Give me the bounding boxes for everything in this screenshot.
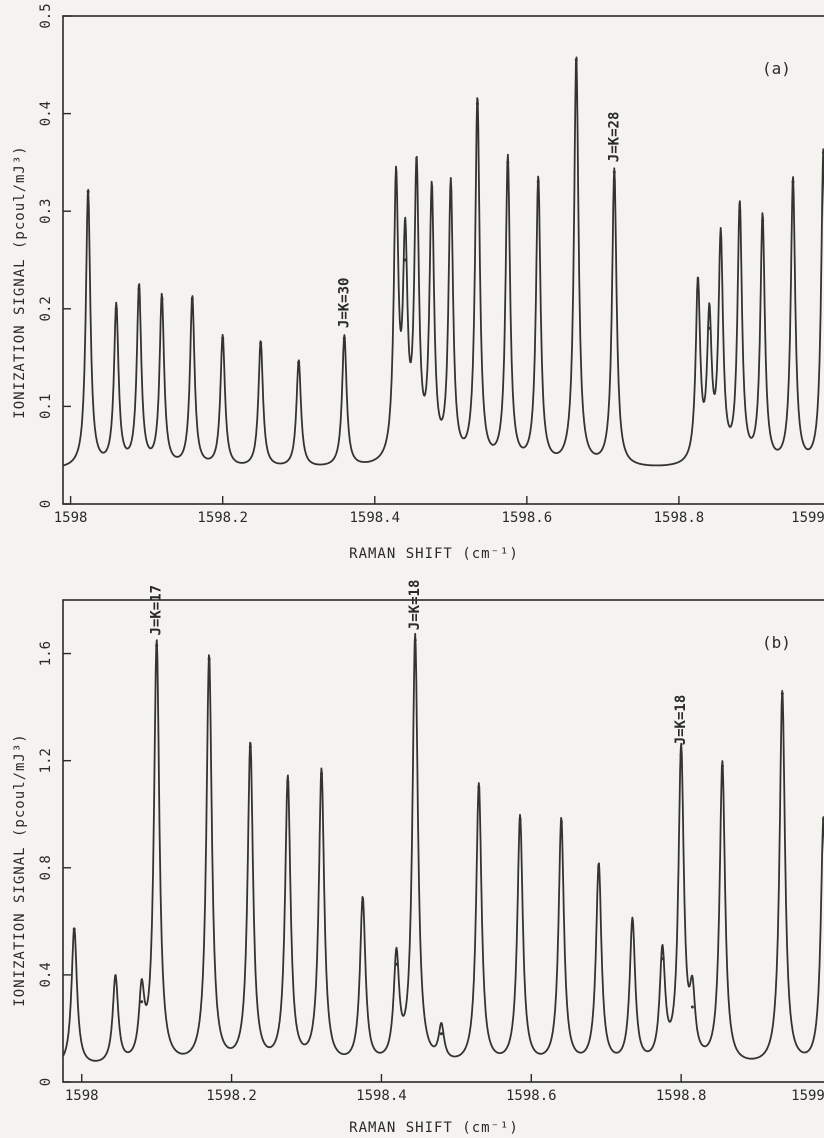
x-tick-label-a-5: 1599 <box>791 510 824 526</box>
peak-annotation-b-1: J=K=18 <box>407 580 423 631</box>
peak-point-b-7 <box>320 772 323 776</box>
peak-annotation-b-0: J=K=17 <box>149 585 165 636</box>
x-tick-label-a-2: 1598.4 <box>349 510 400 526</box>
peak-point-b-3 <box>155 644 159 647</box>
peak-point-b-13 <box>518 818 522 822</box>
peak-annotation-a-0: J=K=30 <box>336 278 352 329</box>
panel-label-b: (b) <box>762 633 791 652</box>
x-tick-label-b-2: 1598.4 <box>356 1088 407 1104</box>
peak-point-b-2 <box>140 1000 144 1004</box>
peak-point-b-10 <box>413 638 417 642</box>
axis-ticks-b <box>63 652 682 1083</box>
peak-point-a-15 <box>506 160 510 164</box>
peak-point-b-6 <box>286 780 290 784</box>
peak-point-b-8 <box>361 901 365 905</box>
peak-point-a-6 <box>259 341 263 345</box>
peak-point-a-24 <box>791 180 795 184</box>
y-tick-labels-b: 0 0.4 0.8 1.2 1.6 <box>38 641 54 1086</box>
annotations-b: J=K=17 J=K=18 J=K=18 <box>149 580 689 746</box>
peak-point-a-7 <box>297 361 301 364</box>
panel-a: 1598 1598.2 1598.4 1598.6 1598.8 1599 0 0.1 0.2… <box>12 3 824 562</box>
x-tick-label-b-3: 1598.6 <box>506 1088 557 1104</box>
x-tick-label-b-0: 1598 <box>65 1088 99 1104</box>
peak-point-a-5 <box>221 336 225 340</box>
x-tick-label-b-5: 1599 <box>791 1088 824 1104</box>
peak-markers-b <box>72 638 824 1036</box>
x-tick-labels-a: 1598 1598.2 1598.4 1598.6 1598.8 1599 <box>54 510 824 526</box>
plot-frame-b <box>62 599 824 1083</box>
peak-point-b-14 <box>559 820 563 824</box>
peak-point-a-14 <box>475 102 479 106</box>
peak-point-a-4 <box>190 297 194 301</box>
peak-point-a-12 <box>430 199 434 203</box>
peak-point-a-10 <box>403 258 407 262</box>
y-tick-label-a-1: 0.1 <box>38 394 54 419</box>
x-tick-label-b-1: 1598.2 <box>206 1088 257 1104</box>
peak-point-a-22 <box>738 209 742 213</box>
peak-point-a-20 <box>707 326 711 330</box>
peak-point-a-19 <box>696 287 700 291</box>
peak-annotation-a-1: J=K=28 <box>606 112 622 163</box>
peak-point-b-16 <box>630 922 634 926</box>
y-tick-label-a-4: 0.4 <box>38 101 54 126</box>
y-tick-label-a-3: 0.3 <box>38 199 54 224</box>
peak-point-b-11 <box>439 1032 443 1036</box>
peak-point-b-12 <box>477 785 481 789</box>
peak-annotation-b-2: J=K=18 <box>673 695 689 746</box>
peak-point-b-9 <box>394 962 398 966</box>
peak-point-b-20 <box>720 764 724 768</box>
peak-point-b-21 <box>780 692 784 696</box>
peak-point-a-9 <box>394 190 398 194</box>
peak-point-b-0 <box>72 927 76 931</box>
y-tick-labels-a: 0 0.1 0.2 0.3 0.4 0.5 <box>38 3 54 508</box>
x-axis-title-a: RAMAN SHIFT (cm⁻¹) <box>349 546 519 562</box>
x-axis-title-b: RAMAN SHIFT (cm⁻¹) <box>349 1120 519 1136</box>
peak-point-b-4 <box>207 657 211 661</box>
spectrum-trace-b <box>62 632 824 1062</box>
y-tick-label-b-2: 0.8 <box>38 855 54 880</box>
y-tick-label-b-3: 1.2 <box>38 748 54 773</box>
peak-point-a-1 <box>114 307 118 311</box>
peak-point-a-11 <box>415 180 419 184</box>
x-tick-label-a-0: 1598 <box>54 510 88 526</box>
y-tick-label-a-0: 0 <box>38 500 54 508</box>
peak-point-b-18 <box>679 753 683 757</box>
y-tick-label-a-5: 0.5 <box>38 3 54 28</box>
peak-point-a-0 <box>86 190 90 194</box>
peak-point-b-1 <box>113 978 117 982</box>
y-axis-title-b: IONIZATION SIGNAL (pcoul/mJ³) <box>12 733 28 1006</box>
peak-point-a-3 <box>160 297 164 301</box>
y-axis-title-a: IONIZATION SIGNAL (pcoul/mJ³) <box>12 145 28 418</box>
peak-point-b-15 <box>597 866 601 870</box>
axis-ticks-a <box>63 15 680 505</box>
y-tick-label-b-0: 0 <box>38 1078 54 1086</box>
x-tick-label-b-4: 1598.8 <box>656 1088 707 1104</box>
peak-point-a-2 <box>137 287 141 291</box>
peak-point-a-23 <box>761 219 765 223</box>
y-tick-label-b-1: 0.4 <box>38 962 54 987</box>
peak-point-b-5 <box>248 745 252 749</box>
peak-point-b-17 <box>660 957 664 961</box>
peak-point-b-19 <box>690 1005 694 1009</box>
x-tick-label-a-3: 1598.6 <box>502 510 553 526</box>
peak-point-a-21 <box>719 243 723 247</box>
x-tick-label-a-4: 1598.8 <box>654 510 705 526</box>
peak-point-a-8 <box>342 336 346 340</box>
peak-markers-a <box>86 58 824 364</box>
x-tick-labels-b: 1598 1598.2 1598.4 1598.6 1598.8 1599 <box>65 1088 824 1104</box>
peak-point-a-13 <box>449 190 453 194</box>
peak-point-a-17 <box>574 58 578 62</box>
peak-point-a-18 <box>612 170 616 174</box>
panel-label-a: (a) <box>762 59 791 78</box>
panel-b: 1598 1598.2 1598.4 1598.6 1598.8 1599 0 0.4 0.8… <box>12 580 824 1136</box>
peak-point-a-25 <box>821 151 824 155</box>
x-tick-label-a-1: 1598.2 <box>197 510 248 526</box>
peak-point-a-16 <box>536 180 540 184</box>
annotations-a: J=K=30 J=K=28 <box>336 112 622 328</box>
spectrum-trace-a <box>62 56 824 467</box>
y-tick-label-a-2: 0.2 <box>38 296 54 321</box>
plot-frame-a <box>62 15 824 505</box>
y-tick-label-b-4: 1.6 <box>38 641 54 666</box>
